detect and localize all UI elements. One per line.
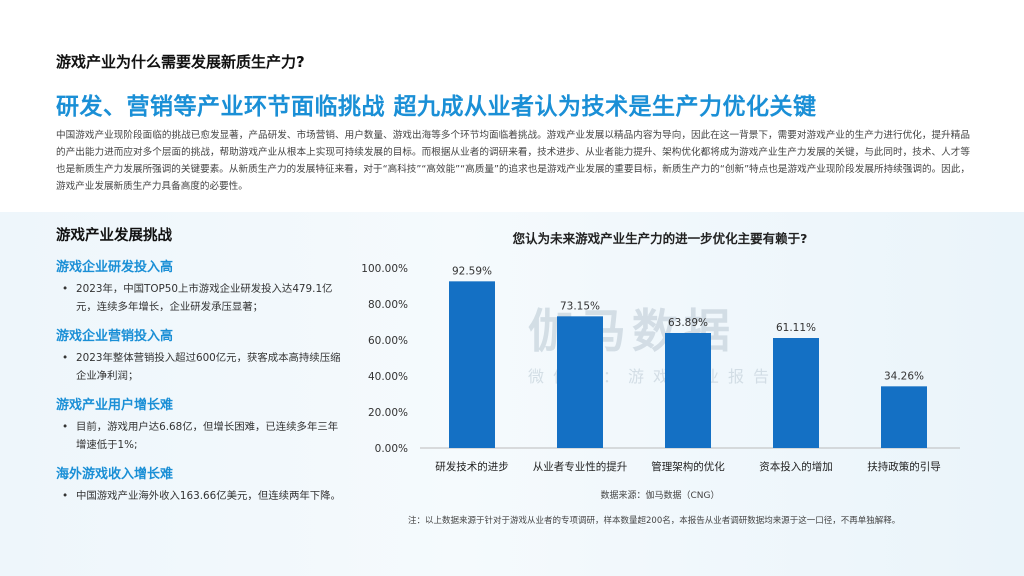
data-label: 61.11% bbox=[776, 322, 816, 334]
x-tick-label: 管理架构的优化 bbox=[651, 460, 725, 473]
challenge-item: 游戏企业营销投入高 • 2023年整体营销投入超过600亿元，获客成本高持续压缩… bbox=[56, 325, 342, 385]
bar-chart: 0.00% 20.00% 40.00% 60.00% 80.00% 100.00% 92.5… bbox=[361, 263, 960, 473]
data-label: 63.89% bbox=[668, 317, 708, 329]
challenge-text: 2023年整体营销投入超过600亿元，获客成本高持续压缩企业净利润； bbox=[76, 352, 341, 382]
y-tick-label: 40.00% bbox=[368, 371, 408, 383]
x-tick-label: 扶持政策的引导 bbox=[867, 460, 941, 473]
challenge-text-wrap: • 中国游戏产业海外收入163.66亿美元，但连续两年下降。 bbox=[56, 487, 342, 505]
challenge-text: 目前，游戏用户达6.68亿，但增长困难，已连续多年三年增速低于1%; bbox=[76, 421, 339, 451]
y-tick-label: 100.00% bbox=[361, 263, 408, 275]
y-tick-label: 60.00% bbox=[368, 335, 408, 347]
bar bbox=[557, 316, 603, 448]
data-label: 34.26% bbox=[884, 370, 924, 382]
challenge-title: 游戏产业用户增长难 bbox=[56, 398, 174, 413]
y-tick-label: 80.00% bbox=[368, 299, 408, 311]
chart-title: 您认为未来游戏产业生产力的进一步优化主要有赖于? bbox=[512, 231, 808, 246]
challenge-text: 中国游戏产业海外收入163.66亿美元，但连续两年下降。 bbox=[76, 490, 341, 502]
challenges-heading: 游戏产业发展挑战 bbox=[56, 228, 172, 244]
intro-paragraph: 中国游戏产业现阶段面临的挑战已愈发显著，产品研发、市场营销、用户数量、游戏出海等… bbox=[56, 130, 970, 192]
bullet-icon: • bbox=[62, 352, 69, 364]
bullet-icon: • bbox=[62, 490, 69, 502]
lower-background bbox=[0, 212, 1024, 576]
x-tick-label: 研发技术的进步 bbox=[435, 460, 509, 473]
data-label: 73.15% bbox=[560, 300, 600, 312]
bullet-icon: • bbox=[62, 421, 69, 433]
challenge-item: 海外游戏收入增长难 • 中国游戏产业海外收入163.66亿美元，但连续两年下降。 bbox=[56, 463, 342, 505]
y-tick-label: 20.00% bbox=[368, 407, 408, 419]
bar bbox=[773, 338, 819, 448]
challenge-title: 游戏企业营销投入高 bbox=[56, 329, 174, 344]
challenges-panel: 游戏产业发展挑战 游戏企业研发投入高 • 2023年，中国TOP50上市游戏企业… bbox=[56, 224, 342, 524]
x-tick-label: 从业者专业性的提升 bbox=[533, 460, 628, 473]
challenge-text: 2023年，中国TOP50上市游戏企业研发投入达479.1亿元，连续多年增长，企… bbox=[76, 283, 333, 313]
bullet-icon: • bbox=[62, 283, 69, 295]
bar bbox=[665, 332, 711, 448]
x-tick-label: 资本投入的增加 bbox=[759, 460, 833, 473]
challenge-item: 游戏产业用户增长难 • 目前，游戏用户达6.68亿，但增长困难，已连续多年三年增… bbox=[56, 394, 342, 454]
footnote: 注：以上数据来源于针对于游戏从业者的专项调研，样本数量超200名，本报告从业者调… bbox=[408, 516, 901, 526]
challenge-title: 游戏企业研发投入高 bbox=[56, 260, 174, 275]
challenge-text-wrap: • 目前，游戏用户达6.68亿，但增长困难，已连续多年三年增速低于1%; bbox=[56, 418, 342, 454]
y-tick-label: 0.00% bbox=[375, 443, 408, 455]
challenge-item: 游戏企业研发投入高 • 2023年，中国TOP50上市游戏企业研发投入达479.… bbox=[56, 256, 342, 316]
challenge-title: 海外游戏收入增长难 bbox=[56, 467, 174, 482]
data-source: 数据来源：伽马数据（CNG） bbox=[600, 491, 720, 501]
challenge-text-wrap: • 2023年整体营销投入超过600亿元，获客成本高持续压缩企业净利润； bbox=[56, 349, 342, 385]
data-label: 92.59% bbox=[452, 265, 492, 277]
page-headline: 研发、营销等产业环节面临挑战 超九成从业者认为技术是生产力优化关键 bbox=[56, 94, 817, 120]
section-question-title: 游戏产业为什么需要发展新质生产力? bbox=[56, 53, 305, 71]
bar bbox=[449, 281, 495, 448]
challenge-text-wrap: • 2023年，中国TOP50上市游戏企业研发投入达479.1亿元，连续多年增长… bbox=[56, 280, 342, 316]
bar bbox=[881, 386, 927, 448]
